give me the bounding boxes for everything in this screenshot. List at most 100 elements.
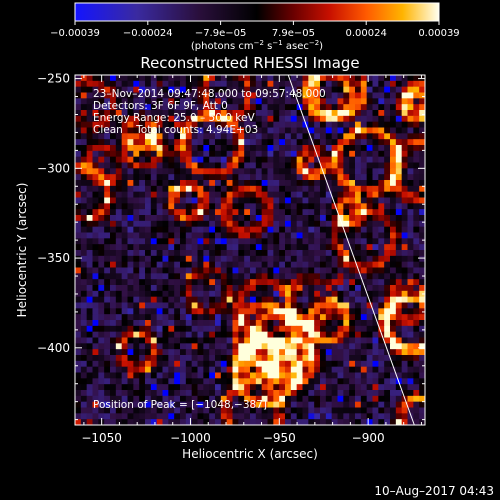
heatmap-cell xyxy=(191,255,198,263)
heatmap-cell xyxy=(419,255,425,263)
heatmap-cell xyxy=(244,337,251,344)
heatmap-cell xyxy=(308,325,315,333)
heatmap-cell xyxy=(232,133,239,140)
heatmap-cell xyxy=(325,395,333,403)
heatmap-cell xyxy=(384,320,391,327)
heatmap-cell xyxy=(145,325,152,333)
heatmap-cell xyxy=(320,372,327,379)
heatmap-cell xyxy=(232,121,239,128)
heatmap-cell xyxy=(156,360,163,368)
heatmap-cell xyxy=(197,250,204,257)
heatmap-cell xyxy=(98,290,105,298)
heatmap-cell xyxy=(203,325,210,333)
heatmap-cell xyxy=(314,110,321,117)
heatmap-cell xyxy=(162,92,169,99)
heatmap-cell xyxy=(115,331,123,338)
heatmap-cell xyxy=(86,384,93,391)
heatmap-cell xyxy=(110,349,117,356)
heatmap-cell xyxy=(390,331,397,338)
heatmap-cell xyxy=(180,86,187,93)
heatmap-cell xyxy=(250,384,257,391)
heatmap-cell xyxy=(290,197,298,204)
heatmap-cell xyxy=(250,98,257,105)
heatmap-cell xyxy=(413,150,420,158)
heatmap-cell xyxy=(384,162,391,169)
heatmap-cell xyxy=(215,244,222,251)
heatmap-cell xyxy=(250,337,257,344)
heatmap-cell xyxy=(232,267,239,274)
heatmap-cell xyxy=(150,191,158,198)
heatmap-cell xyxy=(104,384,111,391)
heatmap-cell xyxy=(215,343,222,350)
heatmap-cell xyxy=(320,133,327,140)
heatmap-cell xyxy=(197,203,204,210)
heatmap-cell xyxy=(372,197,379,204)
heatmap-cell xyxy=(360,139,368,146)
heatmap-cell xyxy=(401,244,408,251)
heatmap-cell xyxy=(121,255,128,263)
heatmap-cell xyxy=(115,209,123,216)
heatmap-cell xyxy=(390,215,397,222)
heatmap-cell xyxy=(355,145,362,152)
heatmap-cell xyxy=(238,180,245,187)
heatmap-cell xyxy=(390,273,397,280)
heatmap-cell xyxy=(203,349,210,356)
annotation-clean-counts: Clean Total counts: 4.94E+03 xyxy=(93,124,258,136)
heatmap-cell xyxy=(366,390,373,397)
heatmap-cell xyxy=(366,127,373,134)
heatmap-cell xyxy=(174,337,181,344)
heatmap-cell xyxy=(372,244,379,251)
heatmap-cell xyxy=(197,331,204,338)
heatmap-cell xyxy=(302,355,309,362)
heatmap-cell xyxy=(395,325,403,333)
heatmap-cell xyxy=(139,314,146,321)
heatmap-cell xyxy=(360,220,368,228)
heatmap-cell xyxy=(296,156,303,163)
heatmap-cell xyxy=(314,86,321,93)
heatmap-cell xyxy=(273,232,280,239)
heatmap-cell xyxy=(273,308,280,315)
heatmap-cell xyxy=(150,244,158,251)
heatmap-cell xyxy=(98,180,105,187)
heatmap-cell xyxy=(419,325,425,333)
heatmap-cell xyxy=(232,419,239,425)
heatmap-cell xyxy=(331,255,338,263)
heatmap-cell xyxy=(226,285,233,292)
heatmap-cell xyxy=(180,121,187,128)
heatmap-cell xyxy=(349,413,356,420)
heatmap-cell xyxy=(390,384,397,391)
heatmap-cell xyxy=(296,413,303,420)
heatmap-cell xyxy=(337,215,344,222)
heatmap-cell xyxy=(250,273,257,280)
heatmap-cell xyxy=(250,145,257,152)
heatmap-cell xyxy=(366,372,373,379)
heatmap-cell xyxy=(203,232,210,239)
heatmap-cell xyxy=(174,174,181,181)
heatmap-cell xyxy=(244,232,251,239)
heatmap-cell xyxy=(360,115,368,123)
heatmap-cell xyxy=(366,419,373,425)
heatmap-cell xyxy=(232,215,239,222)
heatmap-cell xyxy=(98,343,105,350)
heatmap-cell xyxy=(197,413,204,420)
heatmap-cell xyxy=(390,267,397,274)
heatmap-cell xyxy=(75,174,82,181)
heatmap-cell xyxy=(302,419,309,425)
heatmap-cell xyxy=(75,325,82,333)
heatmap-cell xyxy=(232,168,239,175)
heatmap-cell xyxy=(156,191,163,198)
heatmap-cell xyxy=(384,244,391,251)
heatmap-cell xyxy=(215,139,222,146)
heatmap-cell xyxy=(285,197,292,204)
heatmap-cell xyxy=(203,226,210,233)
heatmap-cell xyxy=(244,174,251,181)
heatmap-cell xyxy=(115,343,123,350)
heatmap-cell xyxy=(121,366,128,373)
heatmap-cell xyxy=(98,238,105,245)
heatmap-cell xyxy=(314,419,321,425)
heatmap-cell xyxy=(255,139,263,146)
heatmap-cell xyxy=(343,127,350,134)
heatmap-cell xyxy=(98,215,105,222)
heatmap-cell xyxy=(331,279,338,286)
heatmap-cell xyxy=(110,98,117,105)
